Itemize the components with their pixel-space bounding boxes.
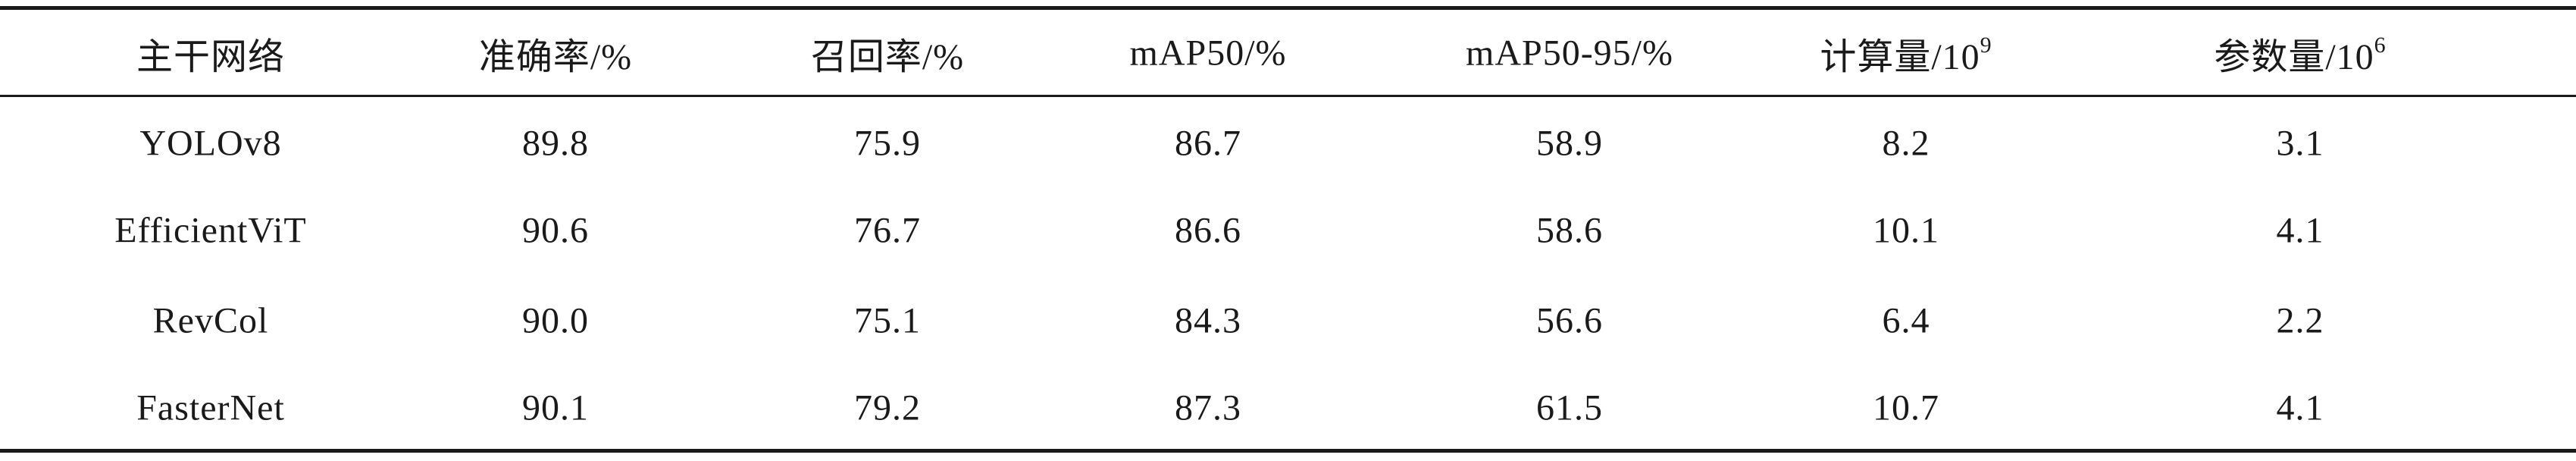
data-cell: 10.1 — [1873, 210, 1939, 251]
data-cell: 56.6 — [1536, 300, 1603, 341]
data-cell: 75.1 — [854, 300, 921, 341]
data-cell: 58.6 — [1536, 210, 1603, 251]
data-cell: 86.7 — [1175, 123, 1241, 164]
row-label: RevCol — [152, 300, 269, 341]
data-cell: 76.7 — [854, 210, 921, 251]
data-cell: 90.1 — [522, 387, 589, 428]
header-cell: mAP50/% — [1129, 33, 1287, 74]
data-cell: 84.3 — [1175, 300, 1241, 341]
header-rule — [0, 95, 2576, 97]
data-cell: 79.2 — [854, 387, 921, 428]
bottom-rule — [0, 449, 2576, 453]
header-cell: mAP50-95/% — [1466, 33, 1673, 74]
data-cell: 2.2 — [2276, 300, 2324, 341]
header-text: 计算量/10 — [1820, 37, 1980, 77]
row-label: YOLOv8 — [139, 123, 282, 164]
header-cell: 准确率/% — [478, 37, 633, 77]
data-cell: 3.1 — [2276, 123, 2324, 164]
data-cell: 75.9 — [854, 123, 921, 164]
data-cell: 89.8 — [522, 123, 589, 164]
superscript: 9 — [1980, 33, 1992, 58]
header-text: 参数量/10 — [2214, 37, 2374, 77]
data-cell: 61.5 — [1536, 387, 1603, 428]
header-cell: 主干网络 — [136, 37, 286, 77]
data-cell: 6.4 — [1882, 300, 1930, 341]
data-cell: 87.3 — [1175, 387, 1241, 428]
data-cell: 90.6 — [522, 210, 589, 251]
data-cell: 86.6 — [1175, 210, 1241, 251]
data-cell: 4.1 — [2276, 387, 2324, 428]
data-cell: 10.7 — [1873, 387, 1939, 428]
data-cell: 90.0 — [522, 300, 589, 341]
header-cell: 召回率/% — [810, 37, 965, 77]
row-label: FasterNet — [136, 387, 285, 428]
data-cell: 4.1 — [2276, 210, 2324, 251]
header-cell: 计算量/109 — [1820, 27, 1992, 80]
top-rule — [0, 6, 2576, 10]
header-cell: 参数量/106 — [2214, 27, 2386, 80]
superscript: 6 — [2374, 33, 2387, 58]
data-cell: 58.9 — [1536, 123, 1603, 164]
data-cell: 8.2 — [1882, 123, 1930, 164]
row-label: EfficientViT — [114, 210, 307, 251]
